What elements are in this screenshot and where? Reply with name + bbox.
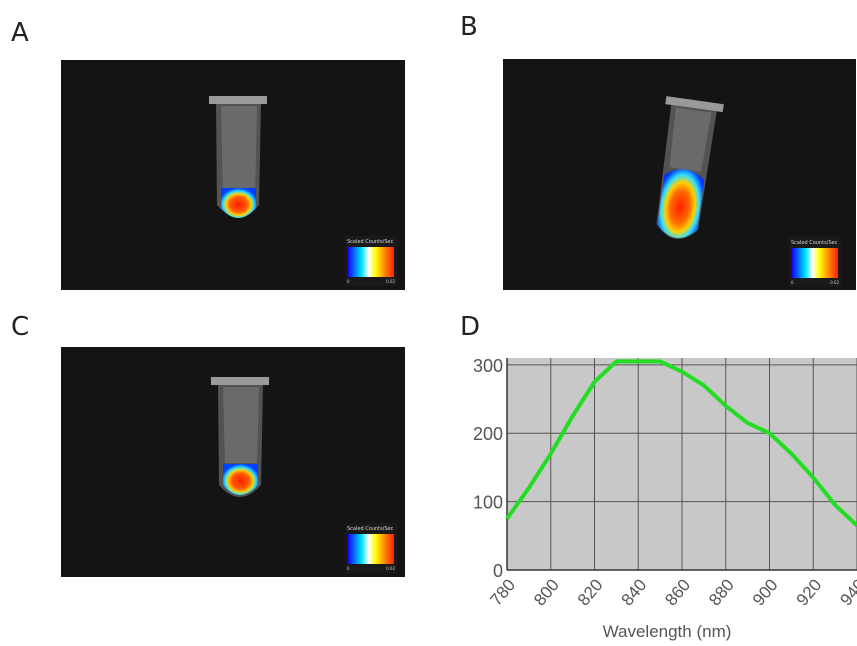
x-tick-label: 860 bbox=[661, 575, 694, 609]
scale-min: 0 bbox=[347, 566, 350, 571]
x-axis-label: Wavelength (nm) bbox=[603, 622, 732, 641]
y-tick-label: 200 bbox=[473, 424, 503, 444]
bioluminescence-image-b: Scaled Counts/Sec 0 0.02 bbox=[503, 59, 856, 290]
x-tick-label: 940 bbox=[836, 575, 857, 609]
color-scale-a: Scaled Counts/Sec 0 0.02 bbox=[345, 236, 397, 286]
scale-max: 0.02 bbox=[830, 280, 839, 285]
panel-label-b: B bbox=[460, 12, 478, 42]
x-tick-label: 900 bbox=[749, 575, 782, 609]
y-axis-ticks: 0 100 200 300 bbox=[473, 356, 503, 581]
scale-min: 0 bbox=[791, 280, 794, 285]
x-tick-label: 880 bbox=[705, 575, 738, 609]
scale-title: Scaled Counts/Sec bbox=[347, 526, 394, 532]
panel-label-c: C bbox=[11, 312, 30, 342]
x-tick-label: 920 bbox=[793, 575, 826, 609]
color-scale-b: Scaled Counts/Sec 0 0.02 bbox=[789, 237, 841, 287]
panel-label-d: D bbox=[460, 312, 481, 342]
scale-max: 0.02 bbox=[386, 279, 395, 284]
bioluminescence-image-a: Scaled Counts/Sec 0 0.02 bbox=[61, 60, 405, 290]
color-scale-c: Scaled Counts/Sec 0 0.02 bbox=[345, 523, 397, 573]
x-tick-label: 820 bbox=[574, 575, 607, 609]
color-scale-bar bbox=[348, 534, 394, 564]
panel-label-a: A bbox=[11, 18, 29, 48]
y-tick-label: 0 bbox=[493, 561, 503, 581]
scale-max: 0.02 bbox=[386, 566, 395, 571]
emission-spectrum-chart: 0 100 200 300 780 800 820 840 860 880 900 920 940 W… bbox=[473, 356, 857, 641]
scale-min: 0 bbox=[347, 279, 350, 284]
scale-title: Scaled Counts/Sec bbox=[791, 240, 838, 246]
y-tick-label: 100 bbox=[473, 493, 503, 513]
x-tick-label: 800 bbox=[530, 575, 563, 609]
color-scale-bar bbox=[792, 248, 838, 278]
x-axis-ticks: 780 800 820 840 860 880 900 920 940 bbox=[486, 575, 857, 609]
scale-title: Scaled Counts/Sec bbox=[347, 239, 394, 245]
x-tick-label: 840 bbox=[618, 575, 651, 609]
color-scale-bar bbox=[348, 247, 394, 277]
series-line bbox=[505, 359, 857, 527]
y-tick-label: 300 bbox=[473, 356, 503, 376]
bioluminescence-image-c: Scaled Counts/Sec 0 0.02 bbox=[61, 347, 405, 577]
grid-lines bbox=[506, 358, 857, 571]
x-tick-label: 780 bbox=[486, 575, 519, 609]
